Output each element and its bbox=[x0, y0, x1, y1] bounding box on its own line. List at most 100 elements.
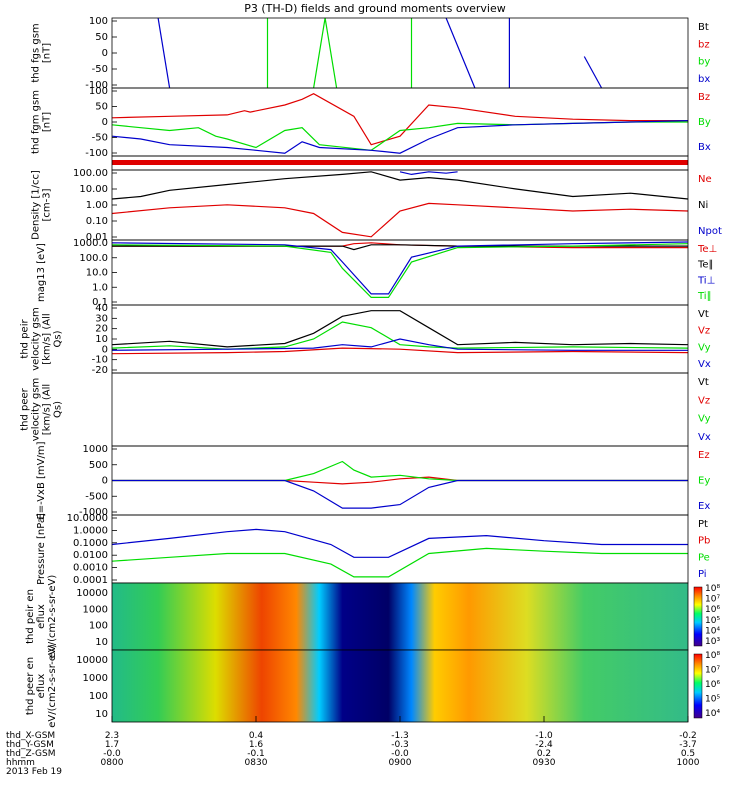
y-tick-label: 1000 bbox=[83, 673, 108, 684]
series-line bbox=[111, 338, 688, 351]
ephemeris-value: 0.2 bbox=[537, 749, 551, 759]
y-tick-label: 0.0100 bbox=[73, 550, 108, 561]
y-axis-label: mag13 [eV] bbox=[36, 243, 47, 302]
panel-7: 1000 500 0 -500 -1000 Ez Ey Ex E=-VxB [mV/m] bbox=[36, 441, 710, 519]
y-tick-label: 10000 bbox=[76, 655, 108, 666]
ephemeris-value: 0.5 bbox=[681, 749, 695, 759]
y-tick-label: 10 bbox=[95, 334, 108, 345]
colorbar bbox=[693, 653, 703, 719]
ephemeris-label: 2013 Feb 19 bbox=[6, 767, 62, 777]
y-axis-label: thd fgs gsm [nT] bbox=[31, 23, 53, 82]
y-tick-label: 20 bbox=[95, 324, 108, 335]
y-label-line: [nT] bbox=[42, 43, 53, 63]
y-tick-label: 10.00 bbox=[79, 184, 108, 195]
y-label-line: thd peer bbox=[20, 387, 31, 430]
y-tick-label: -100 bbox=[85, 80, 108, 91]
series-line bbox=[157, 17, 171, 89]
y-tick-label: 0.0001 bbox=[73, 575, 108, 586]
spectrogram-image bbox=[112, 650, 688, 722]
legend-entry: bx bbox=[698, 74, 710, 85]
panel-frame bbox=[111, 372, 689, 447]
y-label-line: eflux bbox=[36, 604, 47, 629]
legend-entry: Vy bbox=[698, 414, 711, 425]
series-line bbox=[111, 321, 689, 350]
y-tick-label: 0 bbox=[102, 344, 108, 355]
y-tick-label: 0.10 bbox=[86, 216, 108, 227]
colorbar-label: 10⁷ bbox=[705, 595, 720, 605]
series-line bbox=[111, 241, 689, 295]
y-tick-label: -20 bbox=[92, 365, 108, 376]
legend-entry: Ex bbox=[698, 501, 710, 512]
legend-entry: Bz bbox=[698, 92, 710, 103]
figure-title: P3 (TH-D) fields and ground moments over… bbox=[244, 2, 506, 15]
y-tick-label: 0.01 bbox=[86, 232, 108, 243]
y-label-line: eflux bbox=[36, 674, 47, 699]
y-tick-label: -500 bbox=[85, 491, 108, 502]
y-axis-label: thd peer en eflux eV/(cm2-s-sr-eV) bbox=[25, 644, 58, 728]
y-axis-label: thd peir en eflux eV/(cm2-s-sr-eV) bbox=[25, 575, 58, 659]
colorbar-label: 10⁸ bbox=[705, 651, 720, 661]
y-tick-label: 100.00 bbox=[73, 168, 108, 179]
ephemeris-value: 1.7 bbox=[105, 740, 119, 750]
ephemeris-value: 2.3 bbox=[105, 731, 119, 741]
ephemeris-value: 0.4 bbox=[249, 731, 264, 741]
legend-entry: Pt bbox=[698, 519, 708, 530]
y-tick-label: 0 bbox=[102, 117, 108, 128]
y-label-line: eV/(cm2-s-sr-eV) bbox=[47, 644, 58, 728]
y-label-line: Pressure [nPa] bbox=[36, 513, 47, 585]
y-label-line: Qs) bbox=[53, 330, 64, 347]
series-line bbox=[445, 17, 476, 89]
ephemeris-value: -0.3 bbox=[391, 740, 409, 750]
colorbar-label: 10⁵ bbox=[705, 695, 720, 705]
series-line bbox=[112, 479, 688, 509]
y-tick-label: 0.1000 bbox=[73, 538, 108, 549]
legend-entry: Ez bbox=[698, 450, 710, 461]
colorbar-label: 10⁶ bbox=[705, 680, 720, 690]
y-label-line: [nT] bbox=[42, 112, 53, 132]
series-line bbox=[111, 93, 688, 146]
series-line bbox=[111, 171, 689, 200]
ephemeris-value: -0.0 bbox=[391, 749, 409, 759]
y-axis-label: thd fgm gsm [nT] bbox=[31, 90, 53, 154]
y-tick-label: 10.0000 bbox=[67, 513, 108, 524]
legend-entry: Pe bbox=[698, 552, 710, 563]
spectrogram-image bbox=[112, 583, 688, 650]
panel-frame bbox=[111, 514, 689, 584]
ephemeris-value: 0930 bbox=[533, 758, 556, 768]
panel-1: 100 50 0 -50 -100 Bz By Bx thd fgm gsm [nT] bbox=[31, 86, 711, 159]
legend-entry: Ti∥ bbox=[697, 291, 712, 302]
y-tick-label: 50 bbox=[95, 32, 108, 43]
y-tick-label: 100 bbox=[89, 691, 108, 702]
y-tick-label: 100 bbox=[89, 16, 108, 27]
colorbar-label: 10⁴ bbox=[705, 709, 720, 719]
y-axis-label: Density [1/cc] [cm-3] bbox=[31, 170, 53, 240]
y-tick-label: 10 bbox=[95, 637, 108, 648]
legend-entry: Pb bbox=[698, 536, 710, 547]
panel-10: 10⁸ 10⁷ 10⁶ 10⁵ 10⁴ 10000 1000 100 10 thd peer en… bbox=[25, 644, 720, 728]
ephemeris-value: 1000 bbox=[677, 758, 700, 768]
legend-entry: Vt bbox=[698, 309, 709, 320]
y-axis-label: Pressure [nPa] bbox=[36, 513, 47, 585]
y-tick-label: -50 bbox=[92, 64, 108, 75]
colorbar-label: 10⁸ bbox=[705, 584, 720, 594]
y-tick-label: 1000 bbox=[83, 604, 108, 615]
y-tick-label: -10 bbox=[92, 355, 108, 366]
y-tick-label: 500 bbox=[89, 460, 108, 471]
legend-entry: Te∥ bbox=[697, 260, 714, 271]
series-line bbox=[112, 460, 688, 482]
ephemeris-label: hhmm bbox=[6, 758, 35, 768]
y-axis-label: E=-VxB [mV/m] bbox=[36, 441, 47, 519]
y-tick-label: 50 bbox=[95, 102, 108, 113]
legend-entry: Vx bbox=[698, 359, 711, 370]
series-line bbox=[111, 310, 689, 348]
panel-frame bbox=[111, 239, 689, 306]
series-line bbox=[111, 347, 689, 355]
legend-entry: Pi bbox=[698, 569, 707, 580]
y-label-line: thd fgm gsm bbox=[31, 90, 42, 154]
y-axis-label: thd peer velocity gsm [km/s] (All Qs) bbox=[20, 378, 64, 442]
y-label-line: thd peir bbox=[20, 319, 31, 359]
y-label-line: thd peir en bbox=[25, 589, 36, 644]
